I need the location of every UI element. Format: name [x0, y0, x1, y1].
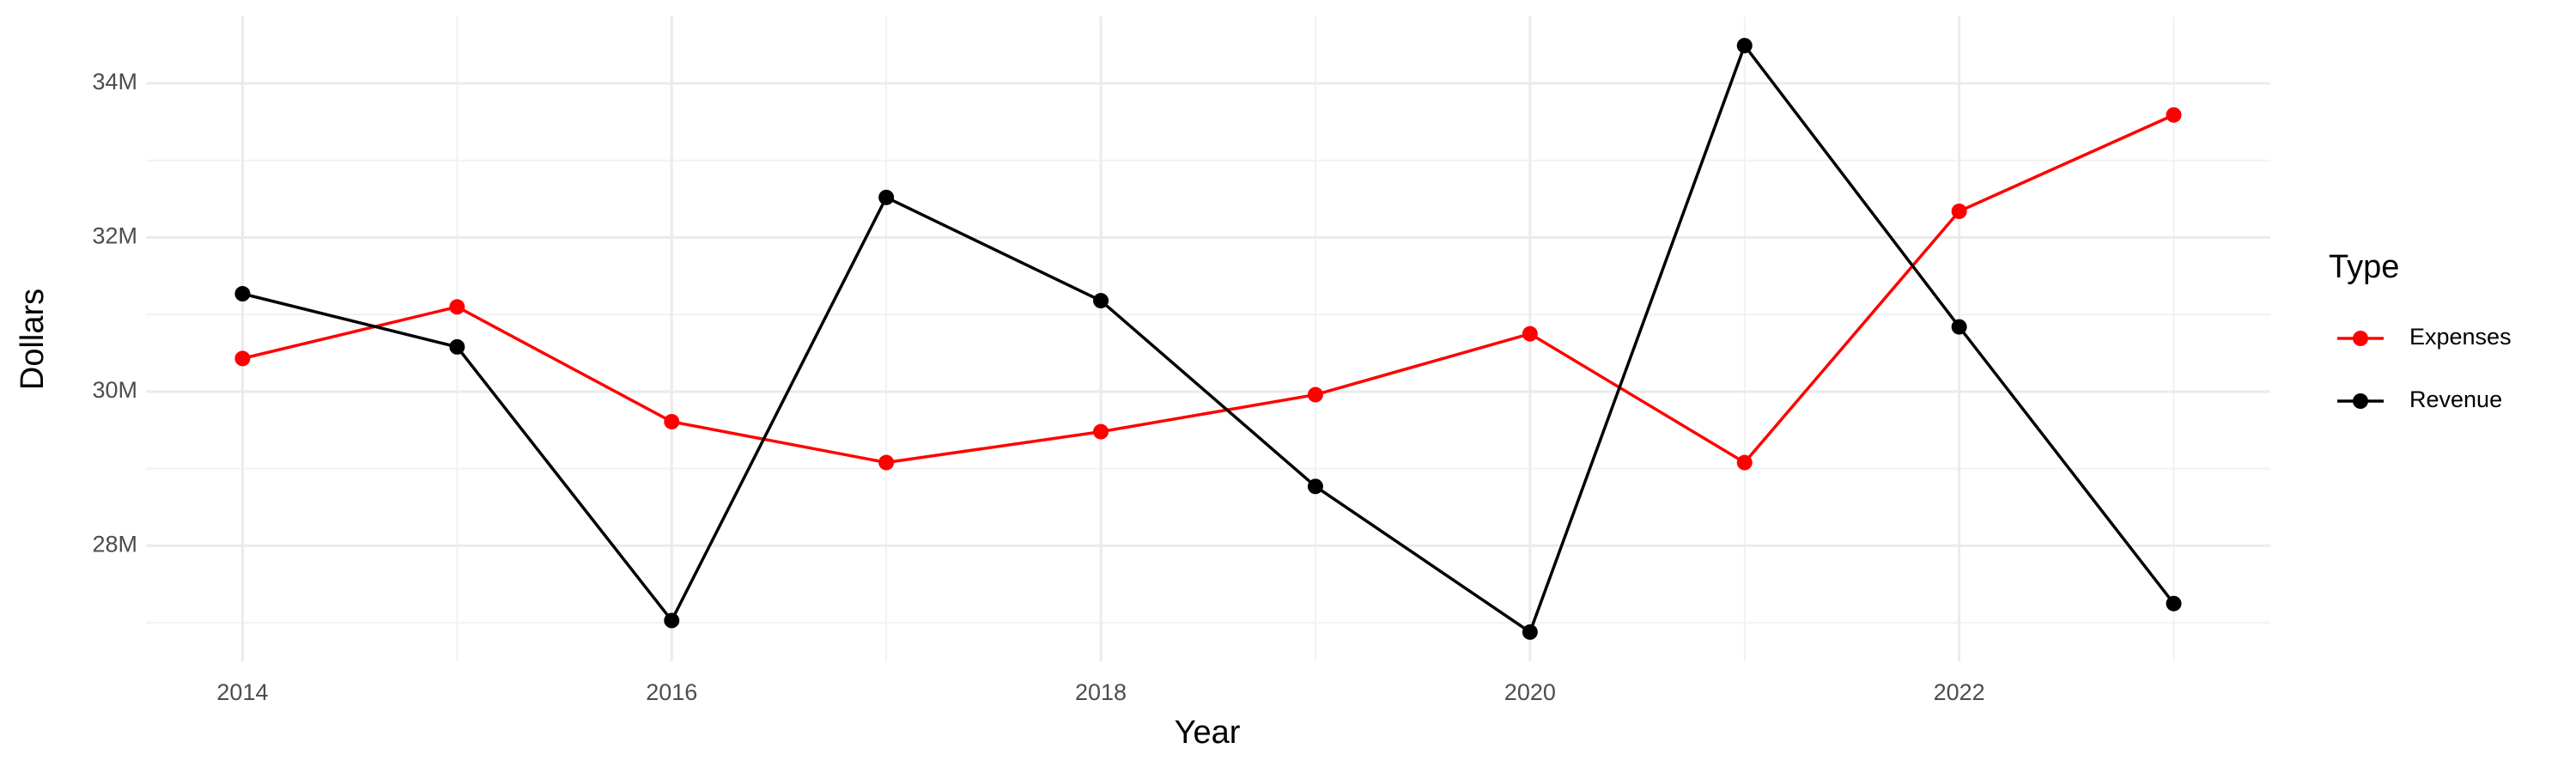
- y-axis-title: Dollars: [15, 289, 51, 390]
- data-point: [878, 454, 895, 471]
- y-tick-label: 32M: [92, 223, 137, 249]
- x-tick-label: 2014: [216, 679, 268, 705]
- data-point: [2166, 595, 2182, 612]
- x-tick-label: 2016: [646, 679, 697, 705]
- series-line: [242, 42, 2175, 635]
- data-point: [1093, 293, 1109, 309]
- y-tick-label: 34M: [92, 69, 137, 94]
- data-point: [664, 413, 680, 429]
- data-point: [1522, 326, 1538, 342]
- legend-title: Type: [2329, 249, 2399, 285]
- legend-label: Revenue: [2409, 386, 2502, 412]
- y-tick-label: 30M: [92, 377, 137, 403]
- data-point: [2166, 107, 2182, 123]
- x-tick-label: 2018: [1075, 679, 1127, 705]
- data-point: [234, 286, 251, 302]
- data-point: [1307, 478, 1323, 495]
- data-point: [664, 612, 680, 629]
- x-tick-label: 2020: [1504, 679, 1556, 705]
- data-point: [449, 338, 465, 355]
- data-point: [1093, 423, 1109, 440]
- data-point: [1736, 454, 1753, 471]
- data-point: [1951, 319, 1967, 335]
- data-point: [878, 189, 895, 205]
- legend-key-point: [2353, 331, 2368, 346]
- data-point: [234, 350, 251, 367]
- y-tick-label: 28M: [92, 532, 137, 557]
- legend-key-point: [2353, 393, 2368, 409]
- data-point: [449, 299, 465, 315]
- x-tick-label: 2022: [1934, 679, 1985, 705]
- legend-label: Expenses: [2409, 324, 2512, 350]
- data-point: [1951, 204, 1967, 220]
- series-line: [242, 113, 2175, 465]
- data-point: [1307, 386, 1323, 403]
- data-point: [1522, 624, 1538, 640]
- x-axis-title: Year: [1175, 715, 1241, 751]
- data-point: [1736, 38, 1753, 54]
